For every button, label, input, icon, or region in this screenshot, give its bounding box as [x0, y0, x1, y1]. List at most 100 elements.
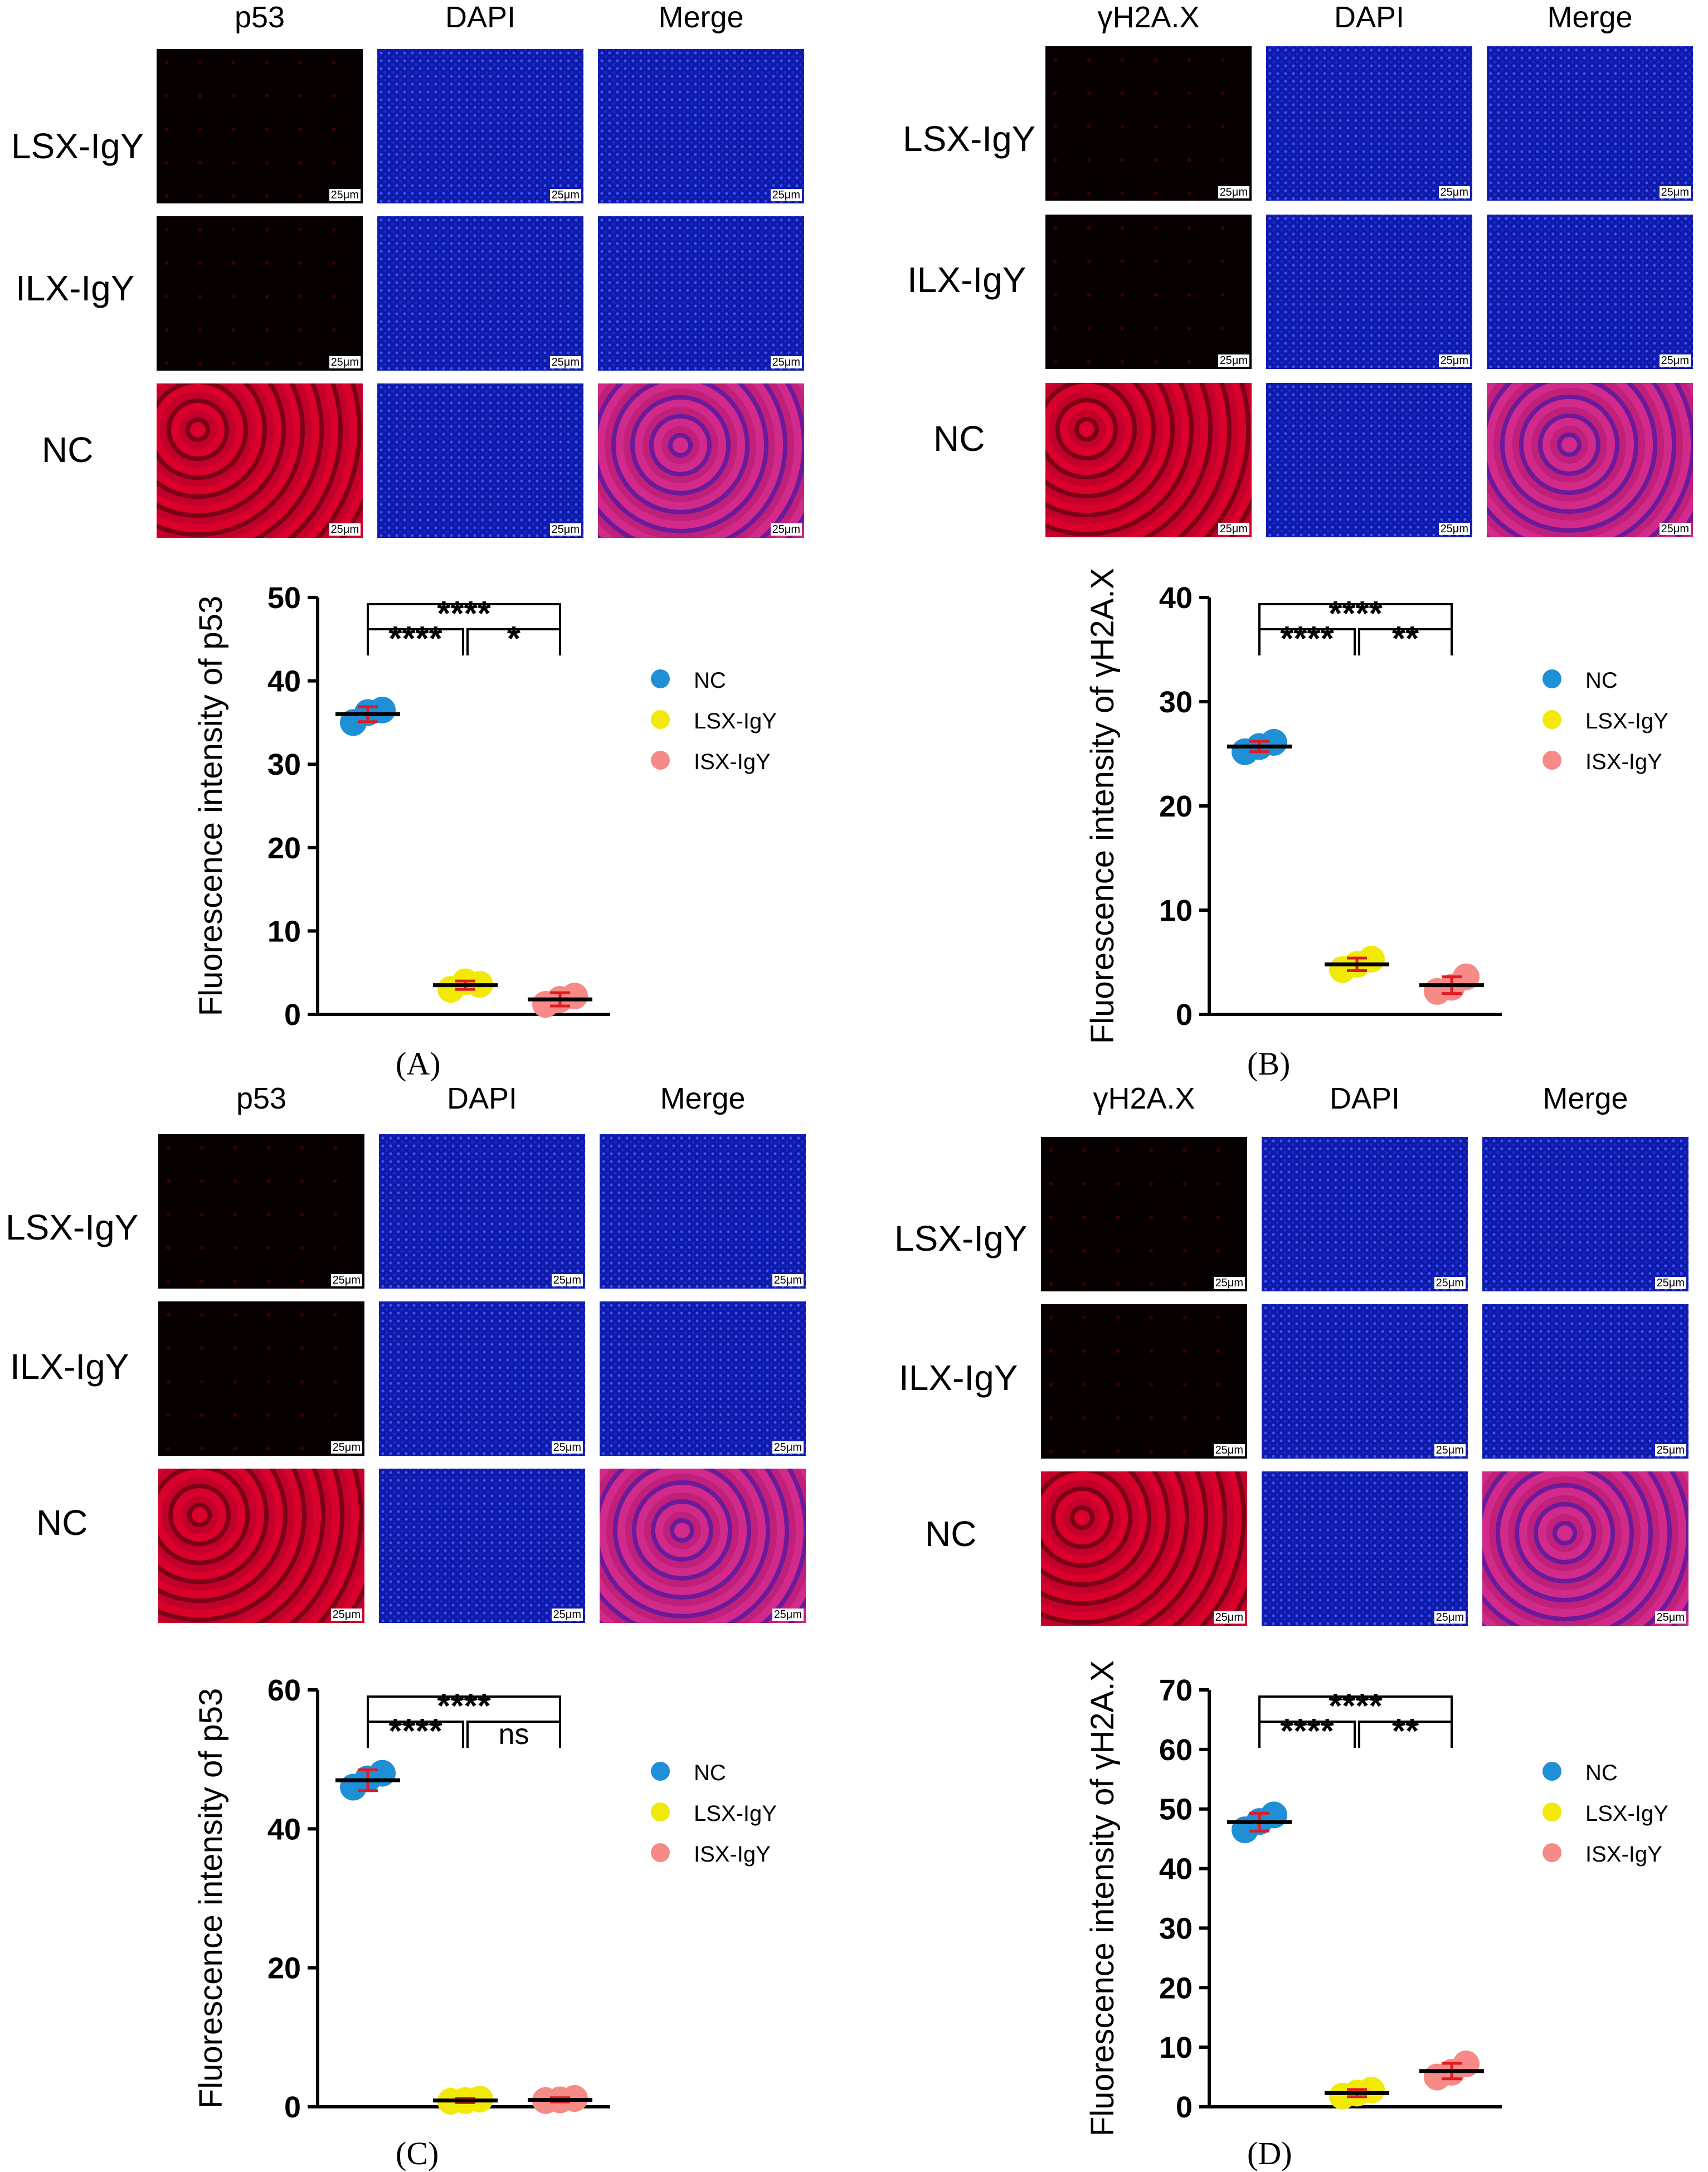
micrograph-c-r3-c3: 25μm — [600, 1469, 806, 1623]
micrograph-b-r3-c2: 25μm — [1266, 383, 1472, 537]
significance-bracket — [1258, 1695, 1453, 1723]
significance-bracket — [466, 628, 561, 655]
micrograph-b-r2-c2: 25μm — [1266, 215, 1472, 369]
micrograph-a-r2-c2: 25μm — [377, 216, 583, 371]
legend-label: ISX-IgY — [694, 750, 771, 774]
legend-label: ISX-IgY — [1585, 1842, 1662, 1867]
y-tick-label: 40 — [1159, 1853, 1193, 1886]
col-head-3: Merge — [1547, 1, 1633, 34]
legend-label: LSX-IgY — [694, 709, 777, 733]
legend-label: LSX-IgY — [1585, 709, 1668, 733]
y-axis-label: Fluorescence intensity of γH2A.X — [1084, 1660, 1121, 2136]
significance-label: **** — [1329, 1687, 1383, 1726]
scale-bar: 25μm — [1438, 354, 1470, 367]
y-axis-label: Fluorescence intensity of p53 — [193, 596, 229, 1016]
legend-marker — [651, 669, 670, 688]
col-head-1: γH2A.X — [1093, 1082, 1195, 1115]
y-tick-label: 30 — [1159, 686, 1193, 719]
scale-bar: 25μm — [1213, 1277, 1245, 1289]
significance-bracket — [367, 628, 464, 655]
row-label-1: LSX-IgY — [11, 126, 144, 166]
scale-bar: 25μm — [770, 189, 802, 201]
row-label-1: LSX-IgY — [6, 1207, 139, 1247]
y-tick-label: 0 — [1176, 998, 1193, 1032]
micrograph-b-r1-c1: 25μm — [1045, 46, 1252, 201]
chart-c: 0 20 40 60 Fluorescence intensity of p53 ****… — [193, 1674, 777, 2124]
row-label-1: LSX-IgY — [903, 119, 1036, 159]
y-tick-label: 0 — [284, 2091, 301, 2124]
y-tick-label: 0 — [284, 998, 301, 1032]
panel-c-images: p53 DAPI Merge LSX-IgY ILX-IgY NC 25μm 2… — [0, 1081, 808, 1633]
row-label-2: ILX-IgY — [899, 1358, 1018, 1398]
micrograph-c-r3-c1: 25μm — [158, 1469, 364, 1623]
legend-label: NC — [694, 668, 726, 693]
scale-bar: 25μm — [551, 1274, 583, 1286]
row-label-3: NC — [42, 430, 94, 470]
legend-marker — [1542, 751, 1561, 770]
legend-marker — [651, 1802, 670, 1821]
legend-marker — [1542, 669, 1561, 688]
significance-label: **** — [1280, 620, 1334, 658]
micrograph-c-r2-c1: 25μm — [158, 1301, 364, 1456]
micrograph-d-r2-c3: 25μm — [1482, 1304, 1688, 1459]
y-tick-label: 60 — [1159, 1733, 1193, 1767]
chart-b: 0 10 20 30 40 Fluorescence intensity of γH2A.… — [1084, 568, 1668, 1044]
col-head-1: p53 — [234, 1, 285, 34]
scale-bar: 25μm — [549, 356, 581, 368]
micrograph-a-r2-c1: 25μm — [157, 216, 363, 371]
micrograph-a-r3-c3: 25μm — [598, 383, 804, 538]
significance-label: **** — [388, 620, 442, 658]
y-tick-label: 40 — [1159, 581, 1193, 615]
y-tick-label: 70 — [1159, 1674, 1193, 1707]
micrograph-a-r3-c1: 25μm — [157, 383, 363, 538]
y-tick-label: 30 — [267, 748, 301, 781]
micrograph-b-r1-c3: 25μm — [1487, 46, 1693, 201]
scale-bar: 25μm — [1655, 1611, 1686, 1624]
row-label-3: NC — [933, 419, 985, 459]
legend-marker — [1542, 710, 1561, 729]
micrograph-b-r2-c3: 25μm — [1487, 215, 1693, 369]
scale-bar: 25μm — [1213, 1611, 1245, 1624]
col-head-2: DAPI — [445, 1, 516, 34]
y-tick-label: 20 — [267, 832, 301, 865]
legend-marker — [1542, 1843, 1561, 1862]
significance-bracket — [1358, 628, 1453, 655]
micrograph-b-r3-c1: 25μm — [1045, 383, 1252, 537]
legend-marker — [1542, 1802, 1561, 1821]
scale-bar: 25μm — [1659, 523, 1691, 535]
y-axis-label: Fluorescence intensity of p53 — [193, 1688, 229, 2108]
col-head-3: Merge — [660, 1082, 746, 1115]
scale-bar: 25μm — [330, 1274, 362, 1286]
significance-bracket — [466, 1721, 561, 1748]
micrograph-c-r2-c2: 25μm — [379, 1301, 585, 1456]
micrograph-d-r3-c2: 25μm — [1262, 1471, 1468, 1626]
col-head-1: p53 — [236, 1082, 287, 1115]
legend-label: ISX-IgY — [694, 1842, 771, 1867]
scale-bar: 25μm — [329, 523, 361, 536]
row-label-3: NC — [925, 1514, 977, 1554]
chart-a: 0 10 20 30 40 50 Fluorescence intensity of p53… — [193, 581, 777, 1032]
col-head-1: γH2A.X — [1097, 1, 1200, 34]
col-head-2: DAPI — [446, 1082, 518, 1115]
legend-label: LSX-IgY — [1585, 1801, 1668, 1826]
scale-bar: 25μm — [1434, 1611, 1466, 1624]
legend-label: NC — [694, 1761, 726, 1785]
panel-a-images: p53 DAPI Merge LSX-IgY ILX-IgY NC 25μm 2… — [0, 0, 808, 546]
micrograph-d-r3-c1: 25μm — [1041, 1471, 1247, 1626]
significance-bracket — [1358, 1721, 1453, 1748]
y-axis-label: Fluorescence intensity of γH2A.X — [1084, 568, 1121, 1044]
y-tick-label: 40 — [267, 1813, 301, 1846]
y-tick-label: 20 — [1159, 1971, 1193, 2005]
scale-bar: 25μm — [772, 1441, 804, 1454]
y-tick-label: 60 — [267, 1674, 301, 1707]
scale-bar: 25μm — [1659, 354, 1691, 367]
micrograph-a-r1-c1: 25μm — [157, 49, 363, 203]
col-head-3: Merge — [1542, 1082, 1628, 1115]
y-tick-label: 50 — [1159, 1793, 1193, 1826]
legend-marker — [651, 1843, 670, 1862]
significance-label: ns — [499, 1718, 529, 1751]
scale-bar: 25μm — [549, 523, 581, 536]
panel-letter-b: (B) — [1247, 1046, 1291, 1082]
scale-bar: 25μm — [1218, 523, 1249, 535]
row-label-2: ILX-IgY — [907, 260, 1026, 300]
